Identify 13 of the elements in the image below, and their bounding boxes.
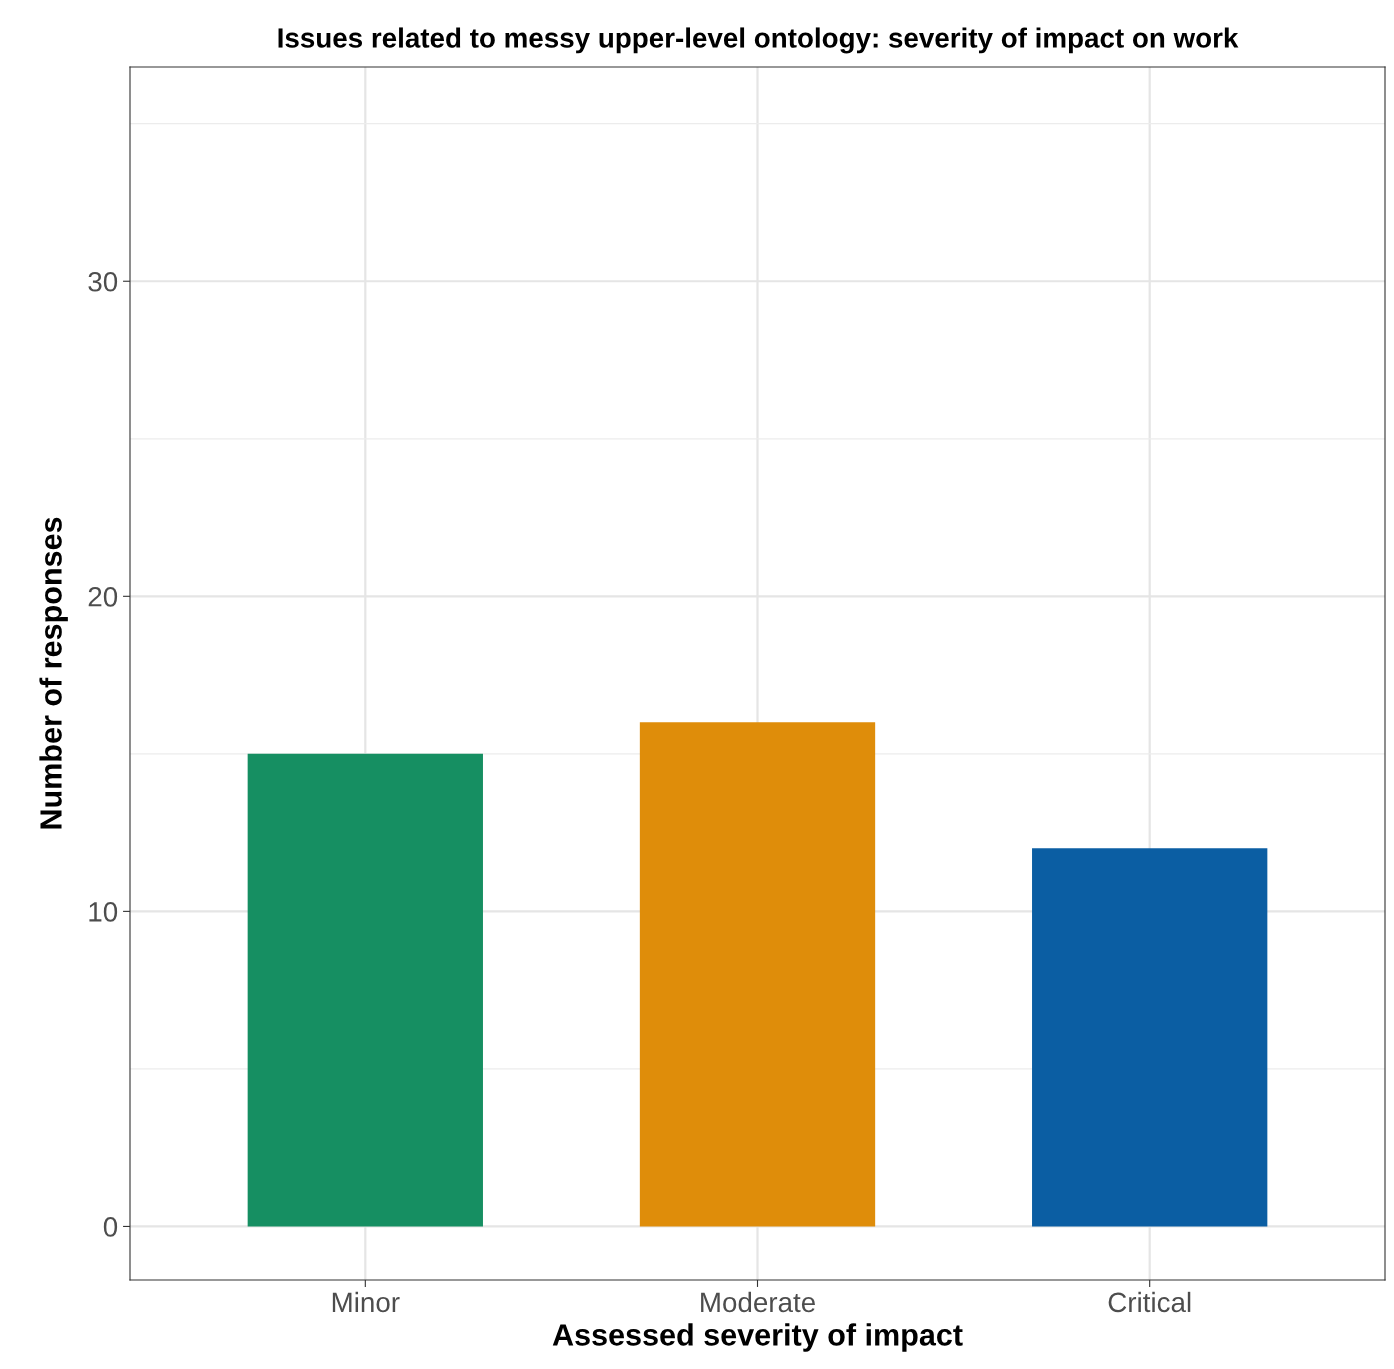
- chart-title: Issues related to messy upper-level ontology: severity of impact on work: [278, 27, 1239, 54]
- x-tick-label: Moderate: [701, 1291, 815, 1313]
- y-tick-label: 30: [88, 271, 118, 292]
- y-tick-label: 0: [103, 1217, 118, 1237]
- bar: [247, 753, 483, 1227]
- y-tick-label: 20: [88, 586, 118, 607]
- bar: [1032, 848, 1268, 1227]
- bar: [639, 722, 876, 1227]
- y-tick-label: 10: [89, 902, 118, 922]
- x-tick-label: Minor: [332, 1291, 400, 1313]
- x-axis-title: Assessed severity of impact: [552, 1323, 963, 1352]
- x-tick-label: Critical: [1108, 1291, 1191, 1313]
- y-axis-title: Number of responses: [39, 517, 68, 829]
